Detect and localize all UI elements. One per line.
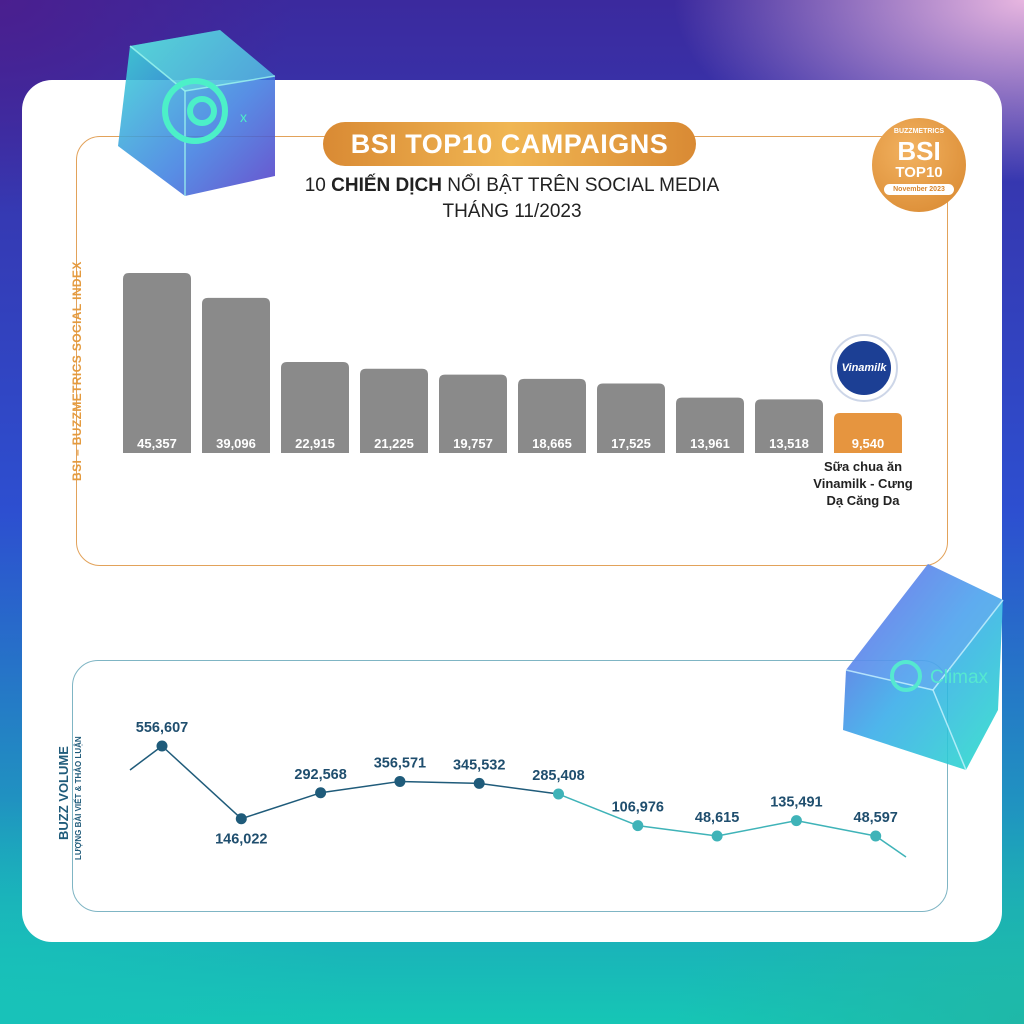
line-segment — [320, 780, 401, 794]
bar-value-label: 18,665 — [532, 436, 572, 451]
line-point — [632, 820, 644, 832]
bar-value-label: 9,540 — [852, 436, 885, 451]
bar-value-label: 19,757 — [453, 436, 493, 451]
buzz-value-label: 345,532 — [453, 757, 505, 773]
buzz-value-label: 48,597 — [854, 810, 898, 826]
buzz-value-label: 356,571 — [374, 755, 426, 771]
glass-cube-bottom-right: Climax — [843, 564, 1004, 771]
buzz-chart-panel — [72, 660, 948, 912]
subtitle-month: THÁNG 11/2023 — [442, 201, 582, 222]
line-lead-in — [129, 745, 163, 771]
vinamilk-logo-text: Vinamilk — [837, 341, 891, 395]
bar — [202, 297, 270, 453]
badge-brand: BUZZMETRICS — [893, 128, 945, 135]
bar — [281, 362, 349, 453]
bar — [676, 397, 744, 453]
line-point — [394, 775, 406, 787]
line-point — [235, 813, 247, 825]
chart-title: BSI TOP10 CAMPAIGNS — [323, 122, 696, 166]
line-segment — [161, 745, 242, 820]
line-segment — [399, 780, 480, 785]
line-segment — [637, 824, 718, 837]
badge-date: November 2023 — [884, 184, 954, 195]
line-trail-out — [875, 835, 907, 858]
bar-value-label: 22,915 — [295, 436, 335, 451]
line-segment — [479, 782, 559, 795]
bar — [123, 273, 191, 453]
subtitle-bold: CHIẾN DỊCH — [331, 175, 442, 196]
bar — [597, 383, 665, 453]
badge-sub: TOP10 — [895, 164, 943, 181]
content-card — [22, 80, 1002, 942]
bar — [755, 399, 823, 453]
buzz-value-label: 135,491 — [770, 795, 822, 811]
highlight-campaign-name: Sữa chua ăn Vinamilk - Cưng Dạ Căng Da — [813, 459, 913, 508]
line-point — [473, 777, 485, 789]
line-segment — [796, 819, 876, 837]
bar — [834, 413, 902, 453]
bar-value-label: 39,096 — [216, 436, 256, 451]
line-segment — [558, 793, 639, 827]
line-point — [711, 830, 723, 842]
buzz-value-label: 556,607 — [136, 720, 188, 736]
bar — [360, 368, 428, 453]
bar-value-label: 13,518 — [769, 436, 809, 451]
buzz-value-label: 292,568 — [294, 767, 346, 783]
bsi-top10-badge: BUZZMETRICS BSI TOP10 November 2023 — [872, 118, 966, 212]
glass-cube-top-left: x — [118, 30, 276, 196]
buzz-value-label: 285,408 — [532, 768, 584, 784]
line-point — [315, 787, 327, 799]
line-point — [553, 788, 564, 800]
bar — [518, 378, 586, 453]
line-point — [156, 740, 168, 752]
vinamilk-logo: Vinamilk — [830, 334, 898, 402]
bar-value-label: 17,525 — [611, 436, 651, 451]
bar-value-label: 45,357 — [137, 436, 177, 451]
bar-value-label: 13,961 — [690, 436, 730, 451]
line-point — [790, 815, 802, 827]
bar — [439, 374, 507, 453]
cube-climax-text: Climax — [930, 667, 989, 688]
buzz-value-label: 146,022 — [215, 832, 267, 848]
bar-value-label: 21,225 — [374, 436, 414, 451]
buzz-value-label: 48,615 — [695, 810, 739, 826]
line-point — [870, 830, 882, 842]
badge-main: BSI — [897, 136, 941, 166]
buzz-value-label: 106,976 — [612, 800, 664, 816]
line-segment — [241, 792, 321, 820]
line-segment — [716, 819, 797, 837]
svg-text:x: x — [240, 109, 247, 125]
subtitle-prefix: 10 — [304, 175, 332, 196]
chart-subtitle: 10 CHIẾN DỊCH NỔI BẬT TRÊN SOCIAL MEDIA … — [200, 173, 824, 225]
subtitle-suffix: NỔI BẬT TRÊN SOCIAL MEDIA — [441, 175, 720, 196]
